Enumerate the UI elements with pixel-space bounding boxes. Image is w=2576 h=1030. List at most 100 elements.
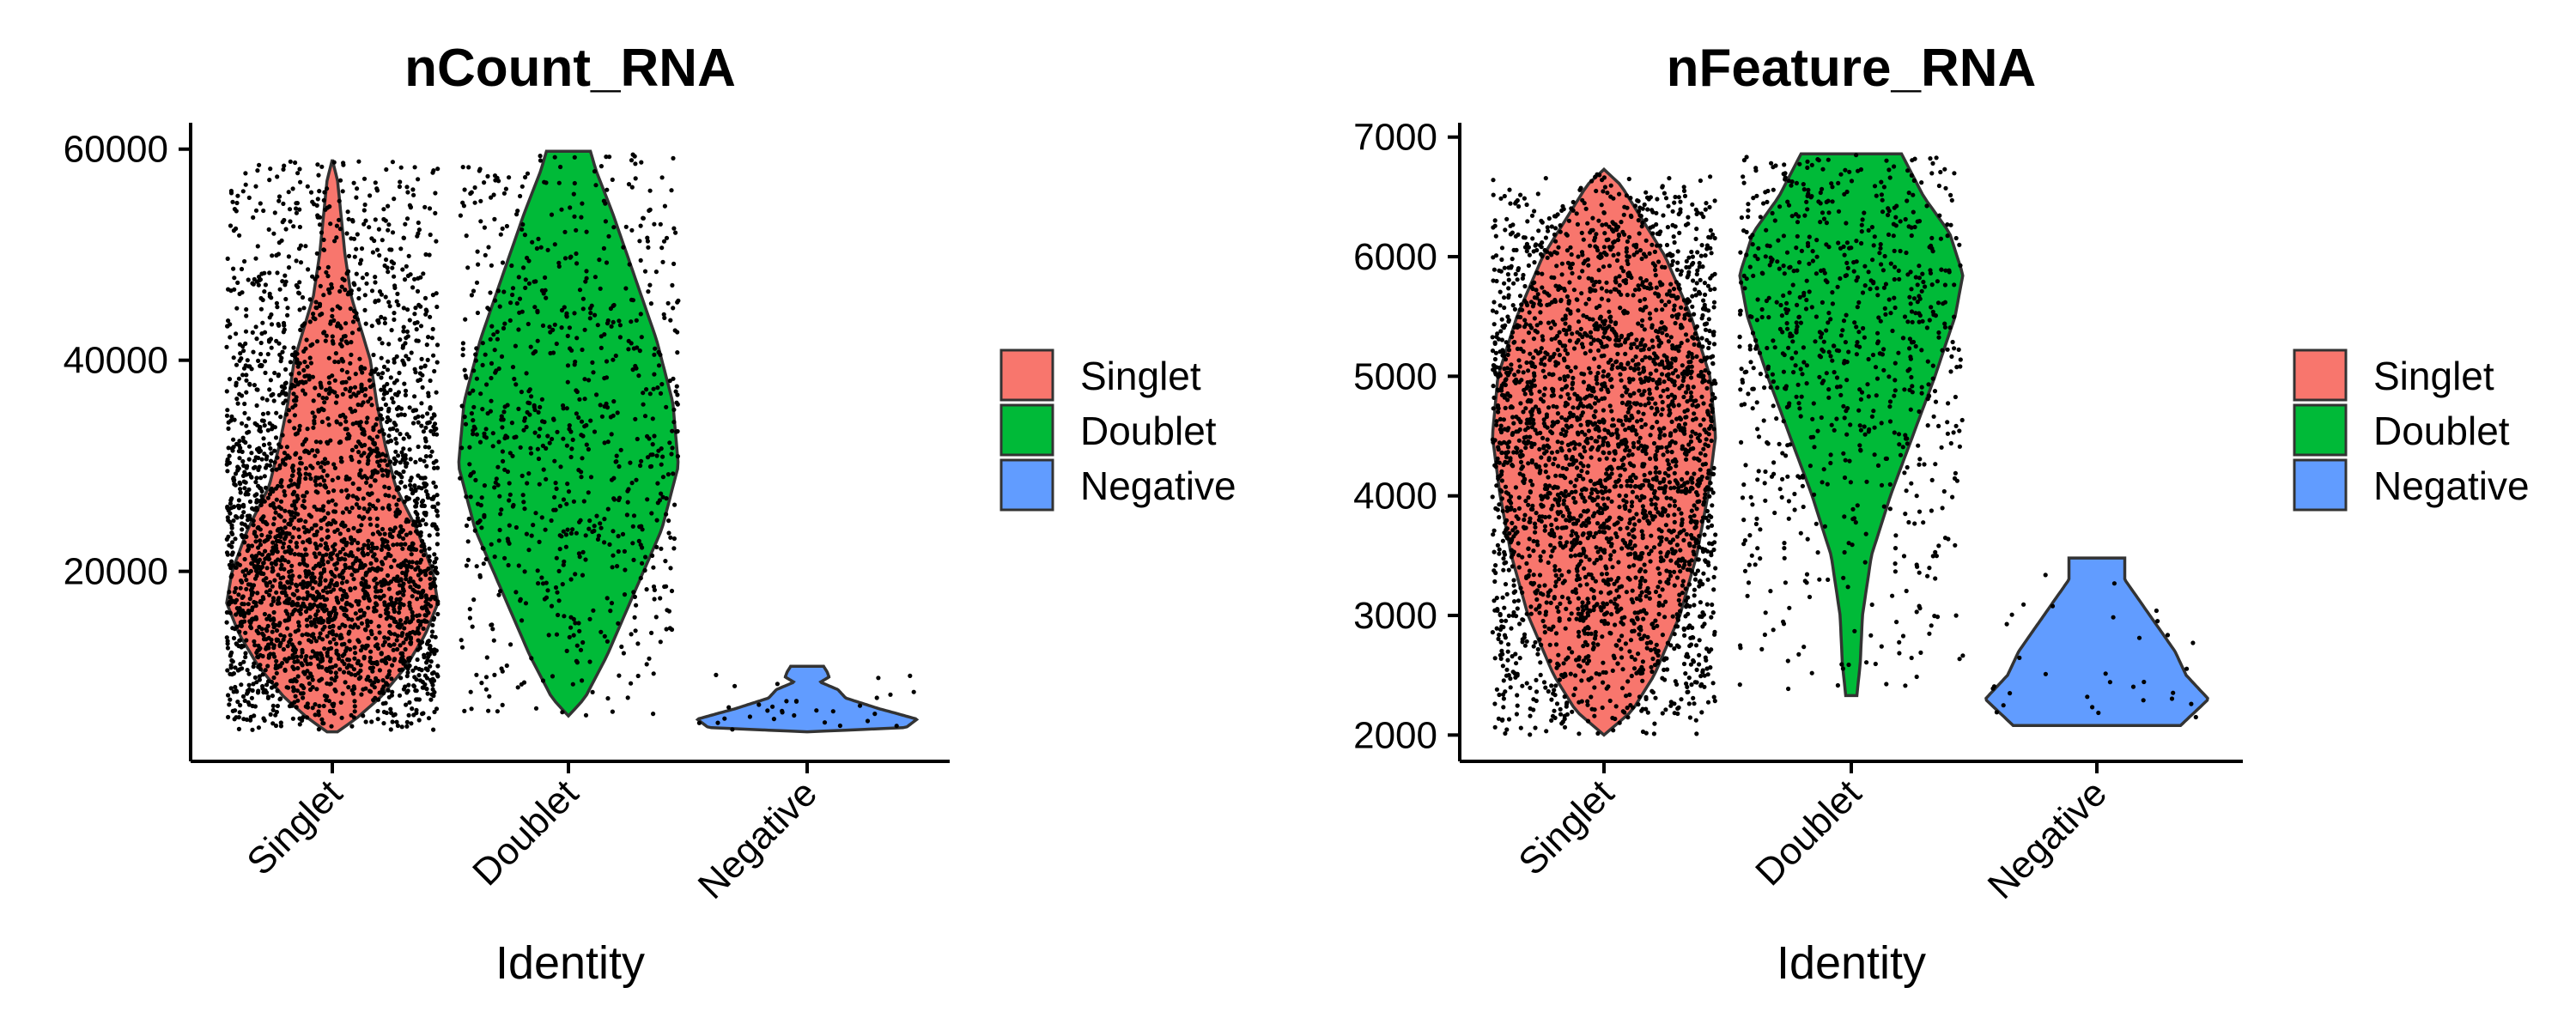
data-point [1570, 331, 1575, 336]
data-point [227, 453, 232, 458]
data-point [427, 554, 432, 559]
data-point [318, 542, 323, 548]
data-point [639, 160, 644, 165]
data-point [356, 287, 361, 292]
data-point [251, 664, 256, 670]
data-point [1558, 706, 1563, 712]
data-point [571, 633, 576, 638]
data-point [656, 363, 662, 368]
data-point [294, 541, 299, 546]
data-point [256, 358, 261, 363]
data-point [1694, 227, 1699, 232]
data-point [388, 596, 393, 601]
data-point [630, 367, 635, 373]
data-point [331, 637, 337, 642]
data-point [434, 304, 440, 310]
data-point [331, 701, 337, 706]
data-point [1588, 478, 1594, 483]
data-point [483, 435, 489, 440]
data-point [505, 469, 511, 475]
data-point [1538, 660, 1543, 665]
data-point [462, 367, 467, 373]
data-point [329, 551, 334, 556]
data-point [605, 696, 611, 701]
data-point [244, 378, 249, 383]
data-point [304, 715, 310, 720]
data-point [562, 559, 567, 564]
data-point [373, 275, 378, 280]
data-point [369, 632, 374, 637]
data-point [422, 295, 428, 300]
data-point [1592, 560, 1597, 566]
data-point [300, 294, 306, 300]
data-point [232, 717, 237, 722]
data-point [232, 627, 237, 632]
data-point [290, 464, 295, 469]
data-point [611, 302, 617, 308]
data-point [246, 195, 252, 200]
data-point [410, 609, 415, 615]
data-point [326, 288, 331, 293]
data-point [422, 652, 427, 657]
data-point [572, 180, 577, 186]
data-point [314, 251, 319, 256]
data-point [284, 530, 290, 536]
data-point [582, 424, 587, 429]
data-point [261, 208, 266, 214]
data-point [574, 251, 579, 257]
data-point [392, 421, 397, 426]
data-point [434, 509, 440, 514]
data-point [235, 561, 240, 566]
data-point [621, 245, 626, 250]
data-point [1585, 718, 1591, 724]
data-point [404, 719, 410, 725]
data-point [1688, 375, 1694, 380]
data-point [296, 534, 302, 540]
data-point [285, 312, 290, 318]
data-point [1589, 179, 1595, 184]
data-point [401, 592, 406, 597]
data-point [386, 433, 392, 439]
data-point [270, 391, 276, 397]
data-point [540, 678, 546, 683]
data-point [339, 715, 344, 720]
data-point [1616, 594, 1621, 599]
data-point [662, 315, 667, 320]
data-point [381, 691, 386, 696]
data-point [354, 195, 359, 200]
data-point [361, 654, 367, 660]
data-point [358, 663, 363, 668]
data-point [1701, 298, 1706, 303]
data-point [1558, 601, 1563, 607]
data-point [1551, 403, 1556, 409]
data-point [471, 288, 477, 294]
data-point [539, 515, 544, 520]
data-point [370, 669, 375, 674]
data-point [544, 295, 549, 300]
data-point [325, 590, 330, 595]
data-point [314, 616, 319, 622]
data-point [240, 643, 245, 649]
data-point [364, 591, 369, 597]
data-point [228, 697, 233, 702]
data-point [348, 306, 353, 312]
data-point [624, 512, 630, 518]
data-point [429, 336, 434, 341]
data-point [623, 286, 629, 291]
data-point [303, 476, 308, 482]
data-point [552, 242, 557, 247]
data-point [1510, 564, 1515, 569]
data-point [249, 608, 254, 613]
data-point [1617, 282, 1622, 288]
data-point [292, 413, 297, 418]
data-point [260, 653, 265, 659]
data-point [474, 346, 479, 351]
data-point [283, 536, 288, 542]
data-point [409, 721, 414, 726]
data-point [611, 319, 616, 324]
data-point [416, 338, 421, 343]
data-point [1573, 365, 1578, 370]
data-point [464, 494, 469, 500]
data-point [1619, 546, 1625, 551]
data-point [401, 360, 406, 366]
